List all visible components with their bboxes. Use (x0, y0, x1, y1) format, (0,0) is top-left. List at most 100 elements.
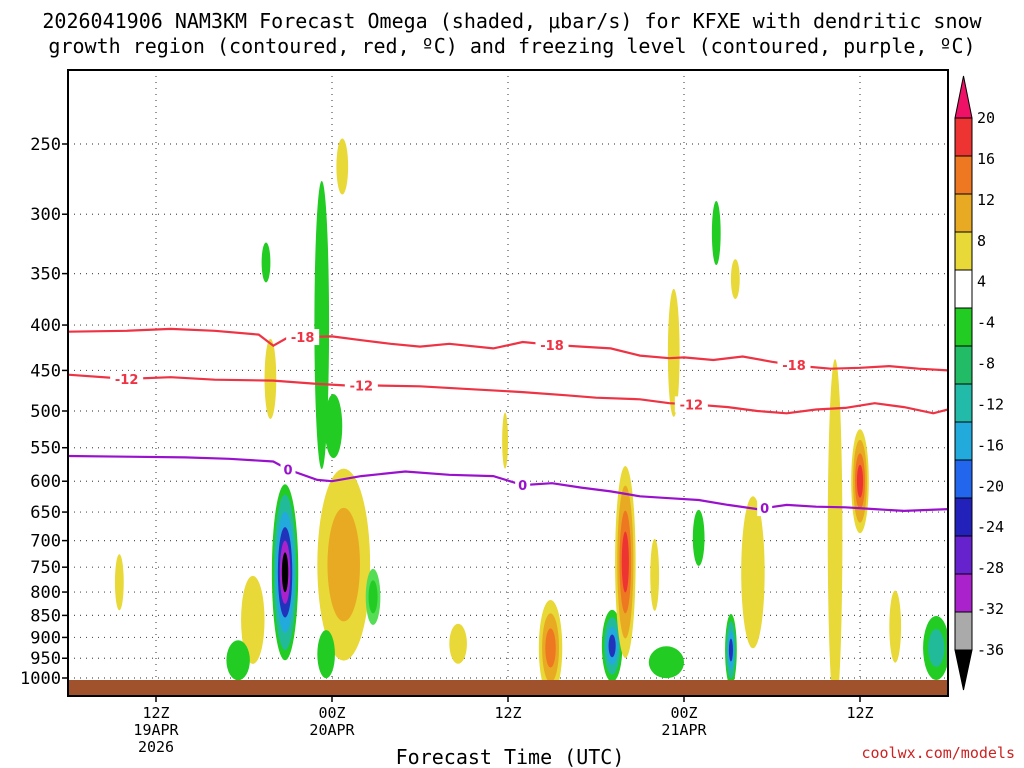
contour-label-bg-1-1 (344, 377, 378, 394)
colorbar-segment-2 (954, 155, 973, 195)
colorbar-label-6: -8 (977, 355, 995, 373)
y-tick-label-950: 950 (30, 649, 61, 669)
omega-feature-22 (711, 201, 721, 266)
contour-label-bg-2-0 (280, 461, 296, 478)
colorbar-label-5: -4 (977, 314, 995, 332)
omega-shading (114, 138, 948, 696)
colorbar-segment-8 (954, 383, 973, 423)
omega-shade-17-level--8 (648, 646, 685, 679)
omega-shade-13-level-12 (545, 628, 556, 668)
omega-feature-21 (741, 496, 765, 649)
colorbar-segment-7 (954, 345, 973, 385)
credit-link[interactable]: coolwx.com/models (861, 744, 1015, 762)
y-tick-label-450: 450 (30, 361, 61, 381)
y-tick-label-500: 500 (30, 402, 61, 422)
omega-feature-0 (271, 484, 299, 661)
omega-feature-28 (502, 412, 509, 469)
omega-feature-1 (314, 181, 330, 470)
contour-label-1-2: -12 (680, 398, 704, 413)
omega-shade-6-level-8 (327, 507, 360, 622)
omega-shade-22-level--8 (711, 201, 721, 266)
contour-lines: -18 -18 -18 -12 -12 -12 0 0 0 (68, 327, 948, 517)
omega-feature-19 (692, 509, 705, 566)
omega-shade-8-level-4 (241, 575, 265, 664)
x-axis-label: Forecast Time (UTC) (396, 745, 625, 768)
y-tick-label-700: 700 (30, 532, 61, 552)
colorbar-segment-14 (954, 611, 973, 651)
omega-feature-6 (317, 468, 371, 661)
x-tick-label-1-1: 00Z (318, 704, 345, 722)
omega-feature-2 (336, 138, 349, 195)
omega-feature-5 (261, 242, 271, 283)
colorbar-label-0: 20 (977, 109, 995, 127)
omega-shade-27-level--12 (928, 629, 945, 667)
omega-feature-17 (648, 646, 685, 679)
contour-line-2 (68, 454, 948, 513)
y-tick-label-650: 650 (30, 503, 61, 523)
contour-line-1 (68, 373, 948, 415)
omega-shade-11-level-4 (114, 554, 124, 611)
y-tick-label-350: 350 (30, 265, 61, 285)
colorbar-label-13: -36 (977, 641, 1004, 659)
omega-feature-7 (365, 568, 381, 625)
omega-feature-16 (650, 538, 660, 611)
y-tick-label-400: 400 (30, 316, 61, 336)
colorbar-segment-13 (954, 573, 973, 613)
omega-feature-27 (923, 615, 948, 680)
omega-feature-9 (226, 640, 250, 681)
colorbar-segment-4 (954, 231, 973, 271)
omega-shade-23-level-4 (730, 259, 740, 300)
y-tick-label-800: 800 (30, 583, 61, 603)
colorbar-segment-1 (954, 117, 973, 157)
omega-feature-12 (449, 623, 467, 664)
x-tick-label-0-3: 2026 (138, 738, 174, 756)
colorbar-segment-12 (954, 535, 973, 575)
chart-title-line1: 2026041906 NAM3KM Forecast Omega (shaded… (42, 9, 982, 33)
omega-feature-4 (264, 338, 277, 419)
omega-shade-12-level-4 (449, 623, 467, 664)
y-tick-label-600: 600 (30, 472, 61, 492)
colorbar-segment-3 (954, 193, 973, 233)
omega-feature-8 (241, 575, 265, 664)
colorbar-label-7: -12 (977, 395, 1004, 413)
omega-shade-0-level--36 (281, 552, 289, 593)
x-tick-label-0-1: 12Z (142, 704, 169, 722)
contour-label-bg-2-1 (515, 477, 531, 494)
chart-title-line2: growth region (contoured, red, ºC) and f… (48, 34, 975, 58)
contour-label-0-2: -18 (782, 359, 806, 374)
contour-label-1-1: -12 (350, 380, 374, 395)
omega-shade-14-level--24 (608, 634, 616, 658)
omega-feature-10 (317, 630, 335, 679)
ground-surface (68, 680, 948, 696)
contour-label-0-0: -18 (291, 331, 315, 346)
omega-feature-14 (601, 609, 623, 682)
colorbar-label-1: 16 (977, 150, 995, 168)
contour-label-bg-1-2 (674, 396, 708, 413)
contour-label-1-0: -12 (115, 373, 139, 388)
omega-feature-23 (730, 259, 740, 300)
colorbar-legend: 20 16 12 8 4 -4 -8 -12 -16 -20 -24 -28 -32 -36 (954, 75, 1004, 691)
omega-shade-26-level-4 (889, 590, 902, 663)
y-tick-label-900: 900 (30, 628, 61, 648)
contour-label-bg-0-1 (535, 336, 569, 353)
colorbar-segment-10 (954, 459, 973, 499)
omega-shade-28-level-4 (502, 412, 509, 469)
colorbar-label-12: -32 (977, 600, 1004, 618)
colorbar-label-4: 4 (977, 273, 986, 291)
omega-shade-16-level-4 (650, 538, 660, 611)
contour-label-bg-2-2 (757, 500, 773, 517)
omega-shade-24-level-16 (856, 464, 864, 498)
omega-feature-26 (889, 590, 902, 663)
x-tick-label-1-2: 20APR (309, 721, 355, 739)
omega-shade-19-level--8 (692, 509, 705, 566)
colorbar-segment-6 (954, 307, 973, 347)
x-tick-label-3-2: 21APR (661, 721, 707, 739)
omega-feature-11 (114, 554, 124, 611)
contour-label-2-2: 0 (760, 502, 769, 517)
omega-shade-18-level-4 (667, 288, 680, 417)
omega-shade-1-level--8 (314, 181, 330, 470)
colorbar-segment-9 (954, 421, 973, 461)
y-tick-label-1000: 1000 (20, 669, 61, 689)
colorbar-segment-5 (954, 269, 973, 309)
